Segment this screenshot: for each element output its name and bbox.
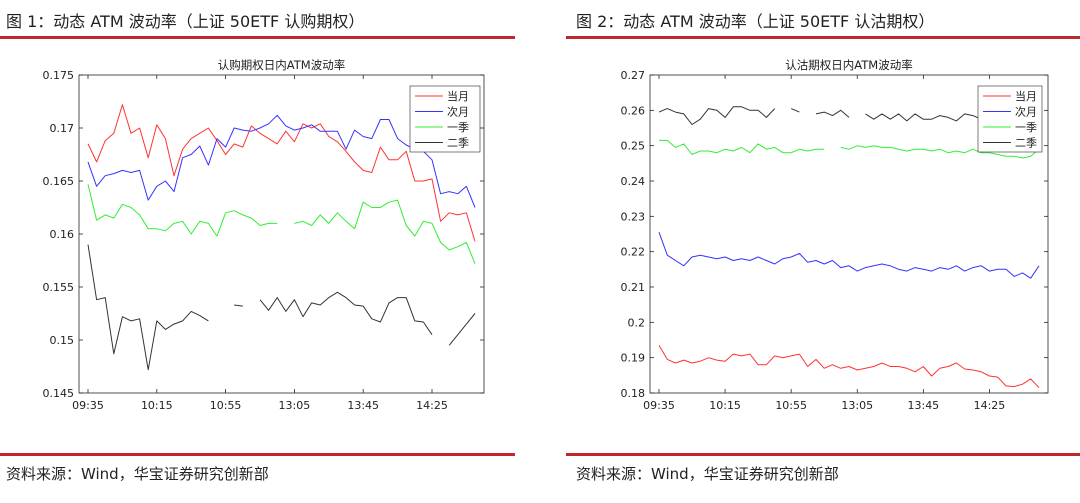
- y-tick-label: 0.175: [43, 69, 75, 82]
- series-line: [658, 345, 1040, 389]
- figure-1-caption: 图 1：动态 ATM 波动率（上证 50ETF 认购期权）: [6, 12, 365, 31]
- x-tick-label: 13:05: [279, 399, 311, 412]
- figure-2-caption: 图 2：动态 ATM 波动率（上证 50ETF 认沽期权）: [576, 12, 935, 31]
- legend-label: 次月: [1015, 105, 1037, 119]
- x-tick-label: 10:55: [210, 399, 242, 412]
- y-tick-label: 0.2: [628, 316, 646, 329]
- y-tick-label: 0.145: [43, 387, 75, 400]
- x-tick-label: 13:45: [907, 399, 939, 412]
- x-tick-label: 10:55: [775, 399, 807, 412]
- legend-label: 二季: [1015, 137, 1037, 150]
- series-line: [87, 184, 278, 237]
- legend-box: [409, 85, 481, 153]
- legend-label: 当月: [447, 89, 469, 103]
- x-tick-label: 14:25: [974, 399, 1006, 412]
- y-tick-label: 0.23: [621, 210, 646, 223]
- x-tick-label: 10:15: [709, 399, 741, 412]
- series-line: [659, 139, 825, 155]
- y-tick-label: 0.25: [621, 140, 646, 153]
- series-line: [815, 109, 850, 118]
- figure-1-top-rule: [0, 36, 515, 39]
- series-2: [658, 232, 1040, 279]
- x-tick-label: 10:15: [141, 399, 173, 412]
- y-tick-label: 0.22: [621, 246, 646, 259]
- y-tick-label: 0.27: [621, 69, 646, 82]
- series-line: [234, 304, 243, 307]
- series-line: [448, 313, 476, 346]
- series-line: [658, 106, 776, 125]
- y-tick-label: 0.19: [621, 352, 646, 365]
- x-tick-label: 13:45: [347, 399, 379, 412]
- series-3: [87, 184, 476, 264]
- series-line: [87, 244, 209, 371]
- x-tick-label: 14:25: [416, 399, 448, 412]
- legend-label: 一季: [1015, 121, 1037, 134]
- x-tick-label: 09:35: [643, 399, 675, 412]
- legend-label: 次月: [447, 105, 469, 119]
- series-4: [87, 244, 476, 371]
- series-line: [658, 232, 1040, 279]
- series-line: [259, 291, 433, 335]
- series-line: [87, 104, 476, 242]
- x-tick-label: 09:35: [72, 399, 104, 412]
- legend-label: 当月: [1015, 89, 1037, 103]
- figure-2-top-rule: [566, 36, 1080, 39]
- legend-box: [977, 85, 1043, 153]
- figure-2-source: 资料来源：Wind，华宝证券研究创新部: [576, 465, 839, 483]
- y-tick-label: 0.24: [621, 175, 646, 188]
- figure-2-bottom-rule: [566, 453, 1080, 456]
- series-line: [791, 108, 800, 113]
- y-tick-label: 0.18: [621, 387, 646, 400]
- series-3: [659, 139, 1040, 159]
- y-tick-label: 0.26: [621, 104, 646, 117]
- x-tick-label: 13:05: [841, 399, 873, 412]
- y-tick-label: 0.16: [50, 228, 75, 241]
- legend-label: 一季: [447, 121, 469, 134]
- chart-1: 认购期权日内ATM波动率 0.145 0.15 0.155 0.16 0.165 0.17 0…: [43, 58, 485, 412]
- figure-1-source: 资料来源：Wind，华宝证券研究创新部: [6, 465, 269, 483]
- figure-1-bottom-rule: [0, 453, 515, 456]
- series-line: [840, 145, 1040, 159]
- y-tick-label: 0.155: [43, 281, 75, 294]
- y-tick-label: 0.17: [50, 122, 75, 135]
- y-tick-label: 0.15: [50, 334, 75, 347]
- series-1: [87, 104, 476, 242]
- chart-title: 认购期权日内ATM波动率: [218, 58, 345, 72]
- legend-label: 二季: [447, 137, 469, 150]
- series-line: [294, 199, 476, 264]
- y-tick-label: 0.21: [621, 281, 646, 294]
- y-tick-label: 0.165: [43, 175, 75, 188]
- chart-2: 认沽期权日内ATM波动率 0.18 0.19 0.2 0.21 0.22 0.23 0.24 0…: [621, 58, 1049, 412]
- series-1: [658, 345, 1040, 389]
- chart-title: 认沽期权日内ATM波动率: [785, 58, 912, 72]
